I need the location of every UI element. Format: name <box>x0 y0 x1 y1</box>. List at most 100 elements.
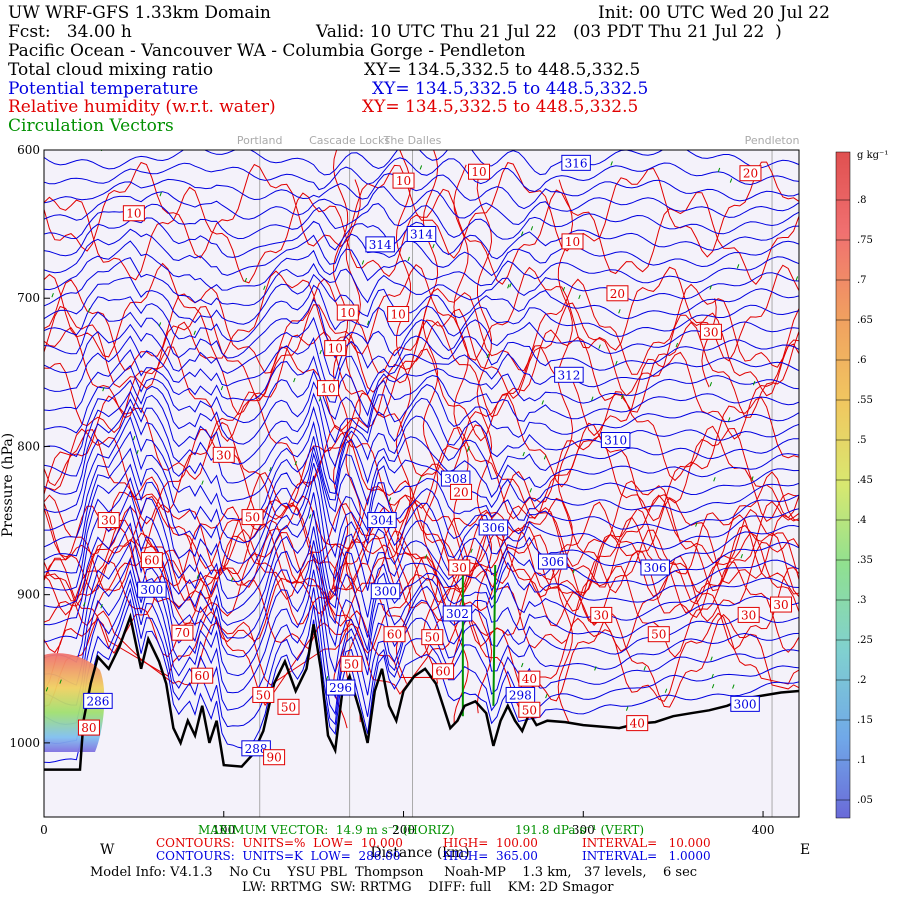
theta-contour <box>44 157 799 193</box>
theta-label-box <box>442 605 473 622</box>
theta-contour <box>44 398 799 495</box>
field-theta-label: Potential temperature <box>8 79 199 99</box>
colorbar-label: .75 <box>857 235 873 246</box>
rh-label: 60 <box>144 554 159 568</box>
vector-arrow <box>713 477 716 482</box>
field-cloud-xy: XY= 134.5,332.5 to 448.5,332.5 <box>364 60 641 80</box>
theta-contour <box>44 578 799 725</box>
vector-arrow <box>578 294 581 300</box>
rh-label-box <box>212 446 235 463</box>
rh-label: 60 <box>195 669 210 683</box>
rh-contour <box>557 179 574 723</box>
vector-arrow <box>325 676 329 681</box>
theta-label: 300 <box>374 585 397 599</box>
rh-label: 50 <box>256 688 271 702</box>
vector-arrow <box>419 476 422 481</box>
theta-label: 312 <box>557 368 580 382</box>
theta-label-box <box>83 692 113 709</box>
rh-label: 20 <box>610 287 625 301</box>
theta-label: 302 <box>446 607 469 621</box>
theta-label: 308 <box>444 472 467 486</box>
colorbar-label: .25 <box>857 635 873 646</box>
rh-contour <box>44 494 799 594</box>
rh-label-box <box>340 655 363 672</box>
vector-arrow <box>732 684 735 689</box>
rh-label-box <box>590 606 613 623</box>
y-tick-label: 1000 <box>9 736 40 750</box>
theta-contour <box>44 489 799 614</box>
rh-label-box <box>383 626 406 643</box>
vector-arrow <box>572 569 575 574</box>
vector-arrow <box>591 396 594 401</box>
theta-contour <box>44 598 799 764</box>
rh-label: 40 <box>522 672 537 686</box>
y-tick-label: 700 <box>17 291 40 305</box>
theta-label: 314 <box>369 238 392 252</box>
theta-label: 286 <box>86 694 109 708</box>
vector-arrow <box>610 161 613 166</box>
theta-label-box <box>554 366 584 383</box>
rh-contour <box>395 150 412 684</box>
rh-label: 30 <box>741 608 756 622</box>
colorbar-label: .45 <box>857 475 873 486</box>
rh-label: 50 <box>281 700 296 714</box>
theta-label-box <box>365 236 395 253</box>
rh-label: 30 <box>452 561 467 575</box>
rh-label-box <box>468 163 491 180</box>
theta-label-box <box>561 154 591 171</box>
vector-arrow <box>727 417 731 422</box>
region-label: Pacific Ocean - Vancouver WA - Columbia … <box>8 41 526 61</box>
rh-label-box <box>647 626 670 643</box>
vector-arrow <box>711 673 714 679</box>
colorbar-label: .35 <box>857 555 873 566</box>
rh-label: 10 <box>565 235 580 249</box>
vector-arrow <box>492 565 497 706</box>
theta-contour <box>44 475 799 600</box>
theta-label-box <box>640 559 670 576</box>
rh-label: 30 <box>216 448 231 462</box>
valid-time: Valid: 10 UTC Thu 21 Jul 22 (03 PDT Thu … <box>316 22 782 42</box>
rh-contour <box>476 179 493 714</box>
vector-arrow <box>319 349 322 355</box>
vector-arrow <box>83 602 86 607</box>
rh-label: 30 <box>101 514 116 528</box>
vector-arrow <box>432 243 435 249</box>
colorbar-label: .65 <box>857 315 873 326</box>
vector-arrow <box>193 330 196 335</box>
theta-contour <box>44 203 799 240</box>
rh-contour <box>44 610 799 708</box>
theta-contour <box>44 273 799 325</box>
x-tick-label: 200 <box>392 823 415 837</box>
field-rh-label: Relative humidity (w.r.t. water) <box>8 97 276 117</box>
vector-arrow <box>621 394 624 399</box>
rh-contour <box>453 164 469 726</box>
rh-label: 50 <box>425 631 440 645</box>
theta-contour <box>44 463 799 583</box>
rh-label-box <box>737 606 760 623</box>
vector-arrow <box>664 688 668 693</box>
vector-arrow <box>711 684 715 689</box>
theta-label: 300 <box>140 583 163 597</box>
y-tick-label: 600 <box>17 143 40 157</box>
colorbar-label: .05 <box>857 795 873 806</box>
theta-contour <box>44 217 799 260</box>
theta-contour-interval: INTERVAL= 1.0000 <box>582 849 711 863</box>
theta-contour <box>44 379 799 458</box>
x-tick-label: 100 <box>212 823 235 837</box>
rh-label-box <box>336 304 359 321</box>
vector-max-horiz: MAXIMUM VECTOR: 14.9 m s⁻¹ (HORIZ) <box>198 823 455 837</box>
vector-arrow <box>294 461 298 466</box>
vector-arrow <box>308 514 312 519</box>
rh-label: 20 <box>453 485 468 499</box>
vector-arrow <box>220 385 224 391</box>
vector-arrow <box>507 284 510 289</box>
rh-contour <box>332 150 349 729</box>
rh-label: 10 <box>471 165 486 179</box>
vector-arrow <box>318 397 322 402</box>
theta-contour <box>44 284 799 343</box>
rh-label-box <box>97 512 120 529</box>
theta-contour <box>44 430 799 548</box>
theta-label: 288 <box>245 742 268 756</box>
